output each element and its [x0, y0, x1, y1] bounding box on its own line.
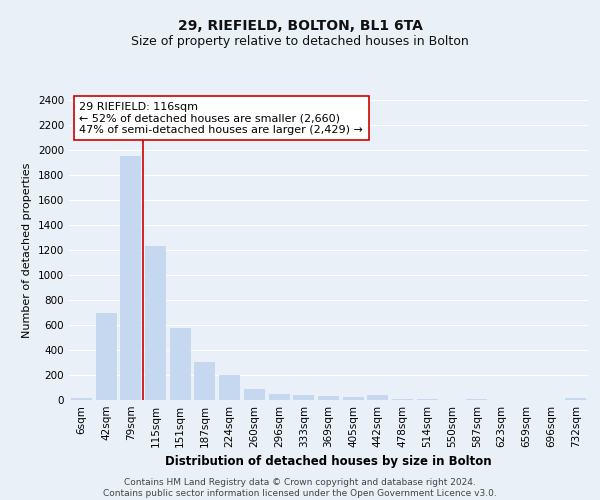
Bar	[293, 395, 314, 400]
Text: 29, RIEFIELD, BOLTON, BL1 6TA: 29, RIEFIELD, BOLTON, BL1 6TA	[178, 18, 422, 32]
Bar	[269, 394, 290, 400]
Text: 29 RIEFIELD: 116sqm
← 52% of detached houses are smaller (2,660)
47% of semi-det: 29 RIEFIELD: 116sqm ← 52% of detached ho…	[79, 102, 363, 134]
Bar	[466, 398, 487, 400]
Bar	[170, 328, 191, 400]
Bar	[367, 395, 388, 400]
Bar	[244, 390, 265, 400]
Y-axis label: Number of detached properties: Number of detached properties	[22, 162, 32, 338]
Bar	[120, 156, 141, 400]
Bar	[392, 399, 413, 400]
Bar	[219, 375, 240, 400]
Text: Size of property relative to detached houses in Bolton: Size of property relative to detached ho…	[131, 34, 469, 48]
Bar	[318, 396, 339, 400]
Bar	[565, 398, 586, 400]
Bar	[343, 396, 364, 400]
X-axis label: Distribution of detached houses by size in Bolton: Distribution of detached houses by size …	[165, 456, 492, 468]
Bar	[145, 246, 166, 400]
Text: Contains HM Land Registry data © Crown copyright and database right 2024.
Contai: Contains HM Land Registry data © Crown c…	[103, 478, 497, 498]
Bar	[194, 362, 215, 400]
Bar	[417, 398, 438, 400]
Bar	[95, 312, 116, 400]
Bar	[71, 398, 92, 400]
